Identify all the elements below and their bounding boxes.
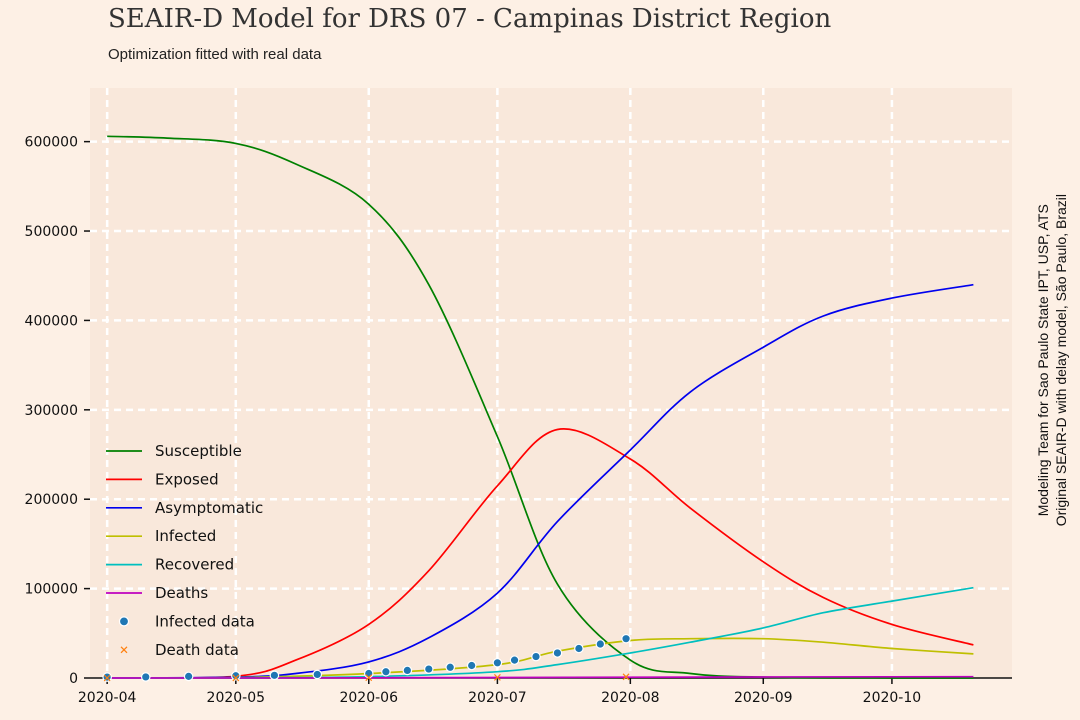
data-point-infected-data bbox=[466, 660, 477, 671]
data-point-infected-data bbox=[423, 664, 434, 674]
data-point-infected-data bbox=[312, 669, 323, 680]
grid bbox=[90, 88, 1012, 678]
data-point-death-data bbox=[493, 673, 501, 681]
y-tick-label: 300000 bbox=[25, 403, 78, 419]
series-line-exposed bbox=[107, 428, 974, 679]
legend-label-asymptomatic: Asymptomatic bbox=[155, 499, 263, 517]
legend-label-infected-data: Infected data bbox=[155, 612, 255, 630]
legend-label-infected: Infected bbox=[155, 527, 216, 545]
y-tick-label: 400000 bbox=[25, 313, 78, 329]
data-point-death-data bbox=[622, 673, 630, 681]
axes: 2020-04 2020-05 2020-06 2020-07 2020-08 2020-… bbox=[25, 135, 1012, 706]
legend-label-recovered: Recovered bbox=[155, 556, 234, 574]
legend-swatch-infected-data bbox=[118, 616, 130, 627]
legend-label-death-data: Death data bbox=[155, 641, 239, 659]
x-tick-label: 2020-08 bbox=[601, 690, 660, 706]
series-line-deaths bbox=[107, 675, 974, 679]
legend-swatch-death-data bbox=[120, 646, 128, 654]
data-point-infected-data bbox=[402, 665, 413, 676]
x-tick-label: 2020-06 bbox=[339, 690, 398, 706]
data-point-infected-data bbox=[183, 671, 194, 682]
legend: Susceptible Exposed Asymptomatic Infected Re… bbox=[106, 442, 263, 659]
x-tick-label: 2020-04 bbox=[78, 690, 137, 706]
data-point-infected-data bbox=[574, 643, 584, 654]
data-point-infected-data bbox=[595, 639, 606, 649]
data-point-infected-data bbox=[102, 672, 112, 682]
data-point-infected-data bbox=[531, 651, 541, 662]
data-point-death-data bbox=[103, 674, 111, 682]
x-tick-label: 2020-09 bbox=[734, 690, 793, 706]
data-point-death-data bbox=[232, 674, 240, 682]
chart-subtitle: Optimization fitted with real data bbox=[108, 46, 322, 63]
chart-title: SEAIR-D Model for DRS 07 - Campinas Dist… bbox=[108, 4, 832, 34]
x-tick-label: 2020-07 bbox=[468, 690, 527, 706]
y-tick-label: 100000 bbox=[25, 582, 78, 598]
series-line-asymptomatic bbox=[107, 283, 974, 679]
data-point-infected-data bbox=[552, 648, 563, 658]
data-point-infected-data bbox=[140, 672, 151, 682]
data-point-infected-data bbox=[621, 633, 631, 644]
data-point-infected-data bbox=[509, 655, 520, 665]
y-tick-label: 200000 bbox=[25, 492, 78, 508]
x-tick-label: 2020-05 bbox=[207, 690, 266, 706]
data-point-infected-data bbox=[445, 662, 456, 673]
legend-label-deaths: Deaths bbox=[155, 584, 208, 602]
legend-label-susceptible: Susceptible bbox=[155, 442, 242, 460]
plot-area bbox=[90, 88, 1012, 678]
y-tick-label: 500000 bbox=[25, 224, 78, 240]
legend-label-exposed: Exposed bbox=[155, 470, 219, 488]
series bbox=[102, 135, 974, 682]
data-point-infected-data bbox=[269, 670, 280, 681]
x-tick-label: 2020-10 bbox=[863, 690, 922, 706]
y-tick-label: 0 bbox=[69, 671, 78, 687]
data-point-infected-data bbox=[231, 670, 241, 681]
data-point-infected-data bbox=[363, 668, 374, 679]
data-point-infected-data bbox=[381, 666, 391, 677]
y-tick-label: 600000 bbox=[25, 135, 78, 151]
data-point-death-data bbox=[365, 674, 373, 682]
data-point-infected-data bbox=[492, 658, 503, 668]
